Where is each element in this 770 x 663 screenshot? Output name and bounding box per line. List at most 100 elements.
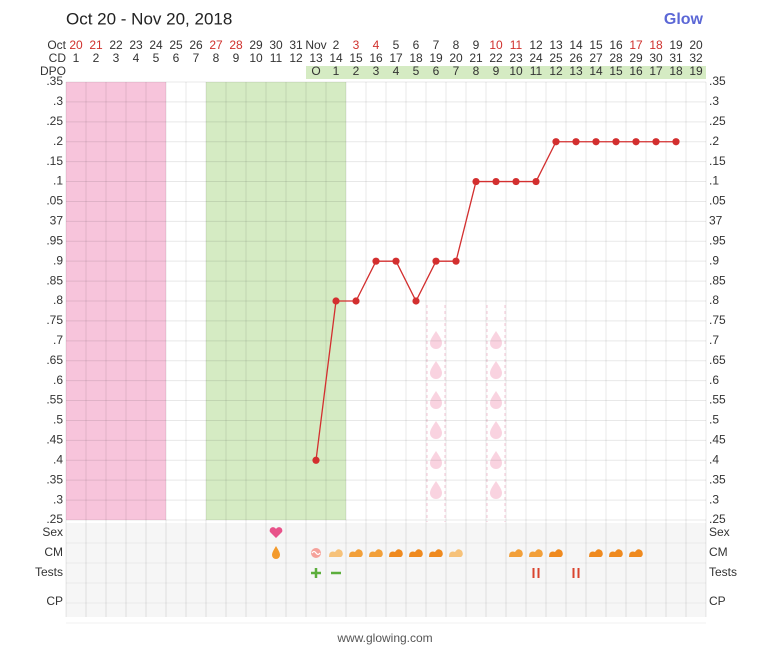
- cm-eggwhite-line: [311, 550, 321, 556]
- chart-title: Oct 20 - Nov 20, 2018: [66, 9, 232, 28]
- cd-label: 23: [509, 51, 523, 65]
- y-tick-label: .95: [46, 233, 63, 247]
- cd-label: 10: [249, 51, 263, 65]
- test-ovulation: [572, 568, 580, 578]
- dpo-label: 2: [353, 64, 360, 78]
- cd-label: 15: [349, 51, 363, 65]
- date-label: 26: [189, 38, 203, 52]
- date-label: 13: [549, 38, 563, 52]
- cd-label: 2: [93, 51, 100, 65]
- dpo-label: 19: [689, 64, 703, 78]
- y-tick-label: .35: [46, 472, 63, 486]
- spot-drop: [490, 391, 502, 409]
- temperature-point: [312, 456, 320, 464]
- y-tick-label-right: .1: [709, 174, 719, 188]
- row-label: CD: [49, 51, 67, 65]
- dpo-label: 1: [333, 64, 340, 78]
- row-label: Oct: [47, 38, 66, 52]
- cd-label: 7: [193, 51, 200, 65]
- y-tick-label: .5: [53, 413, 63, 427]
- y-tick-label: .3: [53, 492, 63, 506]
- dpo-label: 10: [509, 64, 523, 78]
- date-label: 17: [629, 38, 643, 52]
- dpo-label: 5: [413, 64, 420, 78]
- log-row-label-right: Sex: [709, 525, 730, 539]
- y-tick-label: .9: [53, 253, 63, 267]
- y-tick-label-right: .55: [709, 393, 726, 407]
- period-band: [66, 82, 166, 520]
- y-tick-label: .55: [46, 393, 63, 407]
- dpo-label: 18: [669, 64, 683, 78]
- cm-icon: [389, 549, 403, 557]
- y-tick-label: .25: [46, 512, 63, 526]
- date-label: 5: [393, 38, 400, 52]
- y-tick-label-right: 37: [709, 214, 723, 228]
- temperature-point: [592, 138, 600, 146]
- date-label: 20: [689, 38, 703, 52]
- spot-drop: [430, 481, 442, 499]
- y-tick-label: .6: [53, 373, 63, 387]
- date-label: 27: [209, 38, 223, 52]
- dpo-label: 11: [530, 64, 543, 78]
- date-label: 16: [609, 38, 623, 52]
- dpo-label: 8: [473, 64, 480, 78]
- dpo-label: O: [311, 64, 320, 78]
- cm-icon: [509, 549, 523, 557]
- cd-label: 22: [489, 51, 503, 65]
- y-tick-label: .45: [46, 433, 63, 447]
- log-row-label-right: CP: [709, 594, 726, 608]
- cd-label: 26: [569, 51, 583, 65]
- y-tick-label: .2: [53, 134, 63, 148]
- fertile-band: [206, 82, 346, 520]
- temperature-point: [612, 138, 620, 146]
- spot-drop: [430, 331, 442, 349]
- temperature-point: [512, 177, 520, 186]
- cd-label: 28: [609, 51, 623, 65]
- y-tick-label: .25: [46, 114, 63, 128]
- cm-icon: [609, 549, 623, 557]
- cd-label: 5: [153, 51, 160, 65]
- temperature-point: [432, 257, 440, 265]
- y-tick-label-right: .2: [709, 134, 719, 148]
- dpo-label: 7: [453, 64, 460, 78]
- cd-label: 4: [133, 51, 140, 65]
- dpo-label: 6: [433, 64, 440, 78]
- y-tick-label-right: .35: [709, 472, 726, 486]
- y-tick-label-right: .6: [709, 373, 719, 387]
- sex-icon: [269, 527, 283, 538]
- temperature-point: [472, 177, 480, 186]
- temperature-point: [552, 138, 560, 146]
- y-tick-label-right: .05: [709, 194, 726, 208]
- cm-icon: [589, 549, 603, 557]
- cd-label: 20: [449, 51, 463, 65]
- cd-label: 18: [409, 51, 423, 65]
- cd-label: 31: [669, 51, 683, 65]
- temperature-point: [452, 257, 460, 265]
- temperature-point: [532, 177, 540, 186]
- y-tick-label-right: .25: [709, 512, 726, 526]
- spot-drop: [490, 361, 502, 379]
- temperature-point: [352, 297, 360, 305]
- temperature-point: [332, 297, 340, 305]
- cd-label: 9: [233, 51, 240, 65]
- cd-label: 27: [589, 51, 603, 65]
- date-label: 29: [249, 38, 263, 52]
- date-label: 11: [510, 38, 523, 52]
- cd-label: 14: [329, 51, 343, 65]
- temperature-point: [652, 138, 660, 146]
- y-tick-label-right: .35: [709, 74, 726, 88]
- log-row-label: CM: [44, 545, 63, 559]
- date-label: 21: [89, 38, 103, 52]
- temperature-point: [372, 257, 380, 265]
- dpo-label: 12: [549, 64, 563, 78]
- date-label: 22: [109, 38, 123, 52]
- spot-drop: [490, 451, 502, 469]
- cd-label: 29: [629, 51, 643, 65]
- date-label: 7: [433, 38, 440, 52]
- y-tick-label: .8: [53, 293, 63, 307]
- cm-icon: [629, 549, 643, 557]
- dpo-label: 3: [373, 64, 380, 78]
- cd-label: 30: [649, 51, 663, 65]
- row-label: DPO: [40, 64, 66, 78]
